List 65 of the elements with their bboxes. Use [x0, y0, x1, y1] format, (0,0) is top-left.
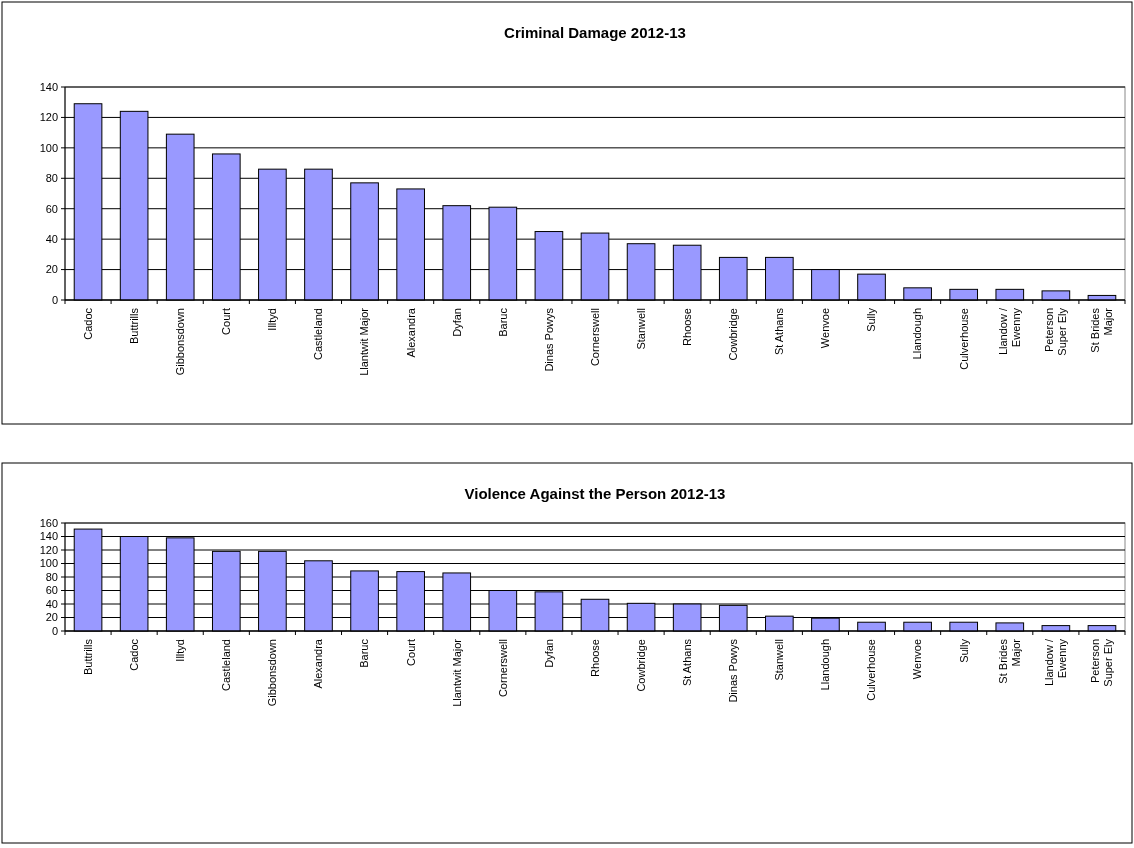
x-tick-label: Dyfan	[542, 639, 555, 668]
x-tick-label: Stanwell	[634, 308, 647, 350]
y-tick-label: 100	[39, 141, 58, 154]
y-tick-label: 0	[51, 293, 58, 306]
x-tick-label: Rhoose	[681, 308, 694, 346]
x-tick-label: Llantwit Major	[358, 307, 371, 376]
y-tick-label: 80	[45, 570, 58, 583]
x-tick-label: Dinas Powys	[542, 307, 555, 372]
x-tick-label: Alexandra	[404, 307, 417, 358]
x-tick-label: Stanwell	[773, 639, 786, 681]
x-tick-label: Gibbonsdown	[174, 308, 187, 376]
x-tick-label: Culverhouse	[957, 308, 970, 370]
x-tick-label: Llandough	[819, 639, 832, 691]
x-tick-label: Castleland	[312, 308, 325, 360]
x-tick-label: Buttrills	[127, 307, 140, 345]
y-tick-label: 40	[45, 597, 58, 610]
y-tick-label: 160	[39, 516, 58, 529]
x-tick-label: Cowbridge	[727, 308, 740, 361]
x-tick-label: Dyfan	[450, 308, 463, 337]
x-tick-label: Alexandra	[312, 638, 325, 689]
x-tick-label: Llandough	[911, 308, 924, 360]
x-tick-label: Wenvoe	[911, 639, 924, 680]
x-tick-label: Buttrills	[81, 638, 94, 676]
x-tick-label: Peterson Super Ely	[1089, 638, 1115, 687]
y-tick-label: 40	[45, 232, 58, 245]
x-tick-label: Wenvoe	[819, 308, 832, 349]
chart-title: Criminal Damage 2012-13	[504, 24, 686, 41]
y-tick-label: 120	[39, 111, 58, 124]
x-tick-label: Dinas Powys	[727, 638, 740, 703]
y-tick-label: 60	[45, 202, 58, 215]
x-tick-label: Illtyd	[174, 639, 187, 662]
x-tick-label: Sully	[957, 638, 970, 663]
x-tick-label: St Brides Major	[1089, 307, 1115, 353]
x-tick-label: Baruc	[496, 307, 509, 337]
x-tick-label: St Athans	[773, 307, 786, 356]
x-tick-label: Sully	[865, 307, 878, 332]
x-tick-label: Cornerswell	[588, 308, 601, 367]
x-tick-label: Culverhouse	[865, 639, 878, 701]
x-tick-label: Llandow / Ewenny	[997, 307, 1023, 356]
y-tick-label: 100	[39, 557, 58, 570]
x-tick-label: Court	[404, 639, 417, 666]
x-tick-label: Castleland	[220, 639, 233, 691]
y-tick-label: 60	[45, 584, 58, 597]
y-tick-label: 140	[39, 80, 58, 93]
x-tick-label: Cadoc	[81, 307, 94, 340]
y-tick-label: 140	[39, 530, 58, 543]
x-tick-label: Court	[220, 308, 233, 335]
x-tick-label: Cowbridge	[634, 639, 647, 692]
x-tick-label: Gibbonsdown	[266, 639, 279, 707]
y-tick-label: 120	[39, 543, 58, 556]
y-tick-label: 20	[45, 263, 58, 276]
y-tick-label: 0	[51, 624, 58, 637]
x-tick-label: Peterson Super Ely	[1043, 307, 1069, 356]
y-tick-label: 20	[45, 611, 58, 624]
x-tick-label: Baruc	[358, 638, 371, 668]
x-tick-label: St Brides Major	[997, 638, 1023, 684]
y-tick-label: 80	[45, 172, 58, 185]
x-tick-label: Cornerswell	[496, 639, 509, 698]
chart-title: Violence Against the Person 2012-13	[464, 485, 726, 502]
x-tick-label: Llandow / Ewenny	[1043, 638, 1069, 687]
x-tick-label: Cadoc	[127, 638, 140, 671]
x-tick-label: Illtyd	[266, 308, 279, 331]
x-tick-label: Llantwit Major	[450, 638, 463, 707]
x-tick-label: St Athans	[681, 638, 694, 687]
x-tick-label: Rhoose	[588, 639, 601, 677]
